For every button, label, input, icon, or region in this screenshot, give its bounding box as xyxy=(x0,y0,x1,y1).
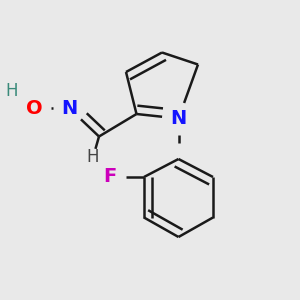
Text: H: H xyxy=(87,148,99,166)
Text: N: N xyxy=(61,98,77,118)
Text: F: F xyxy=(103,167,116,187)
Text: H: H xyxy=(6,82,18,100)
Text: N: N xyxy=(170,109,187,128)
Text: O: O xyxy=(26,98,43,118)
